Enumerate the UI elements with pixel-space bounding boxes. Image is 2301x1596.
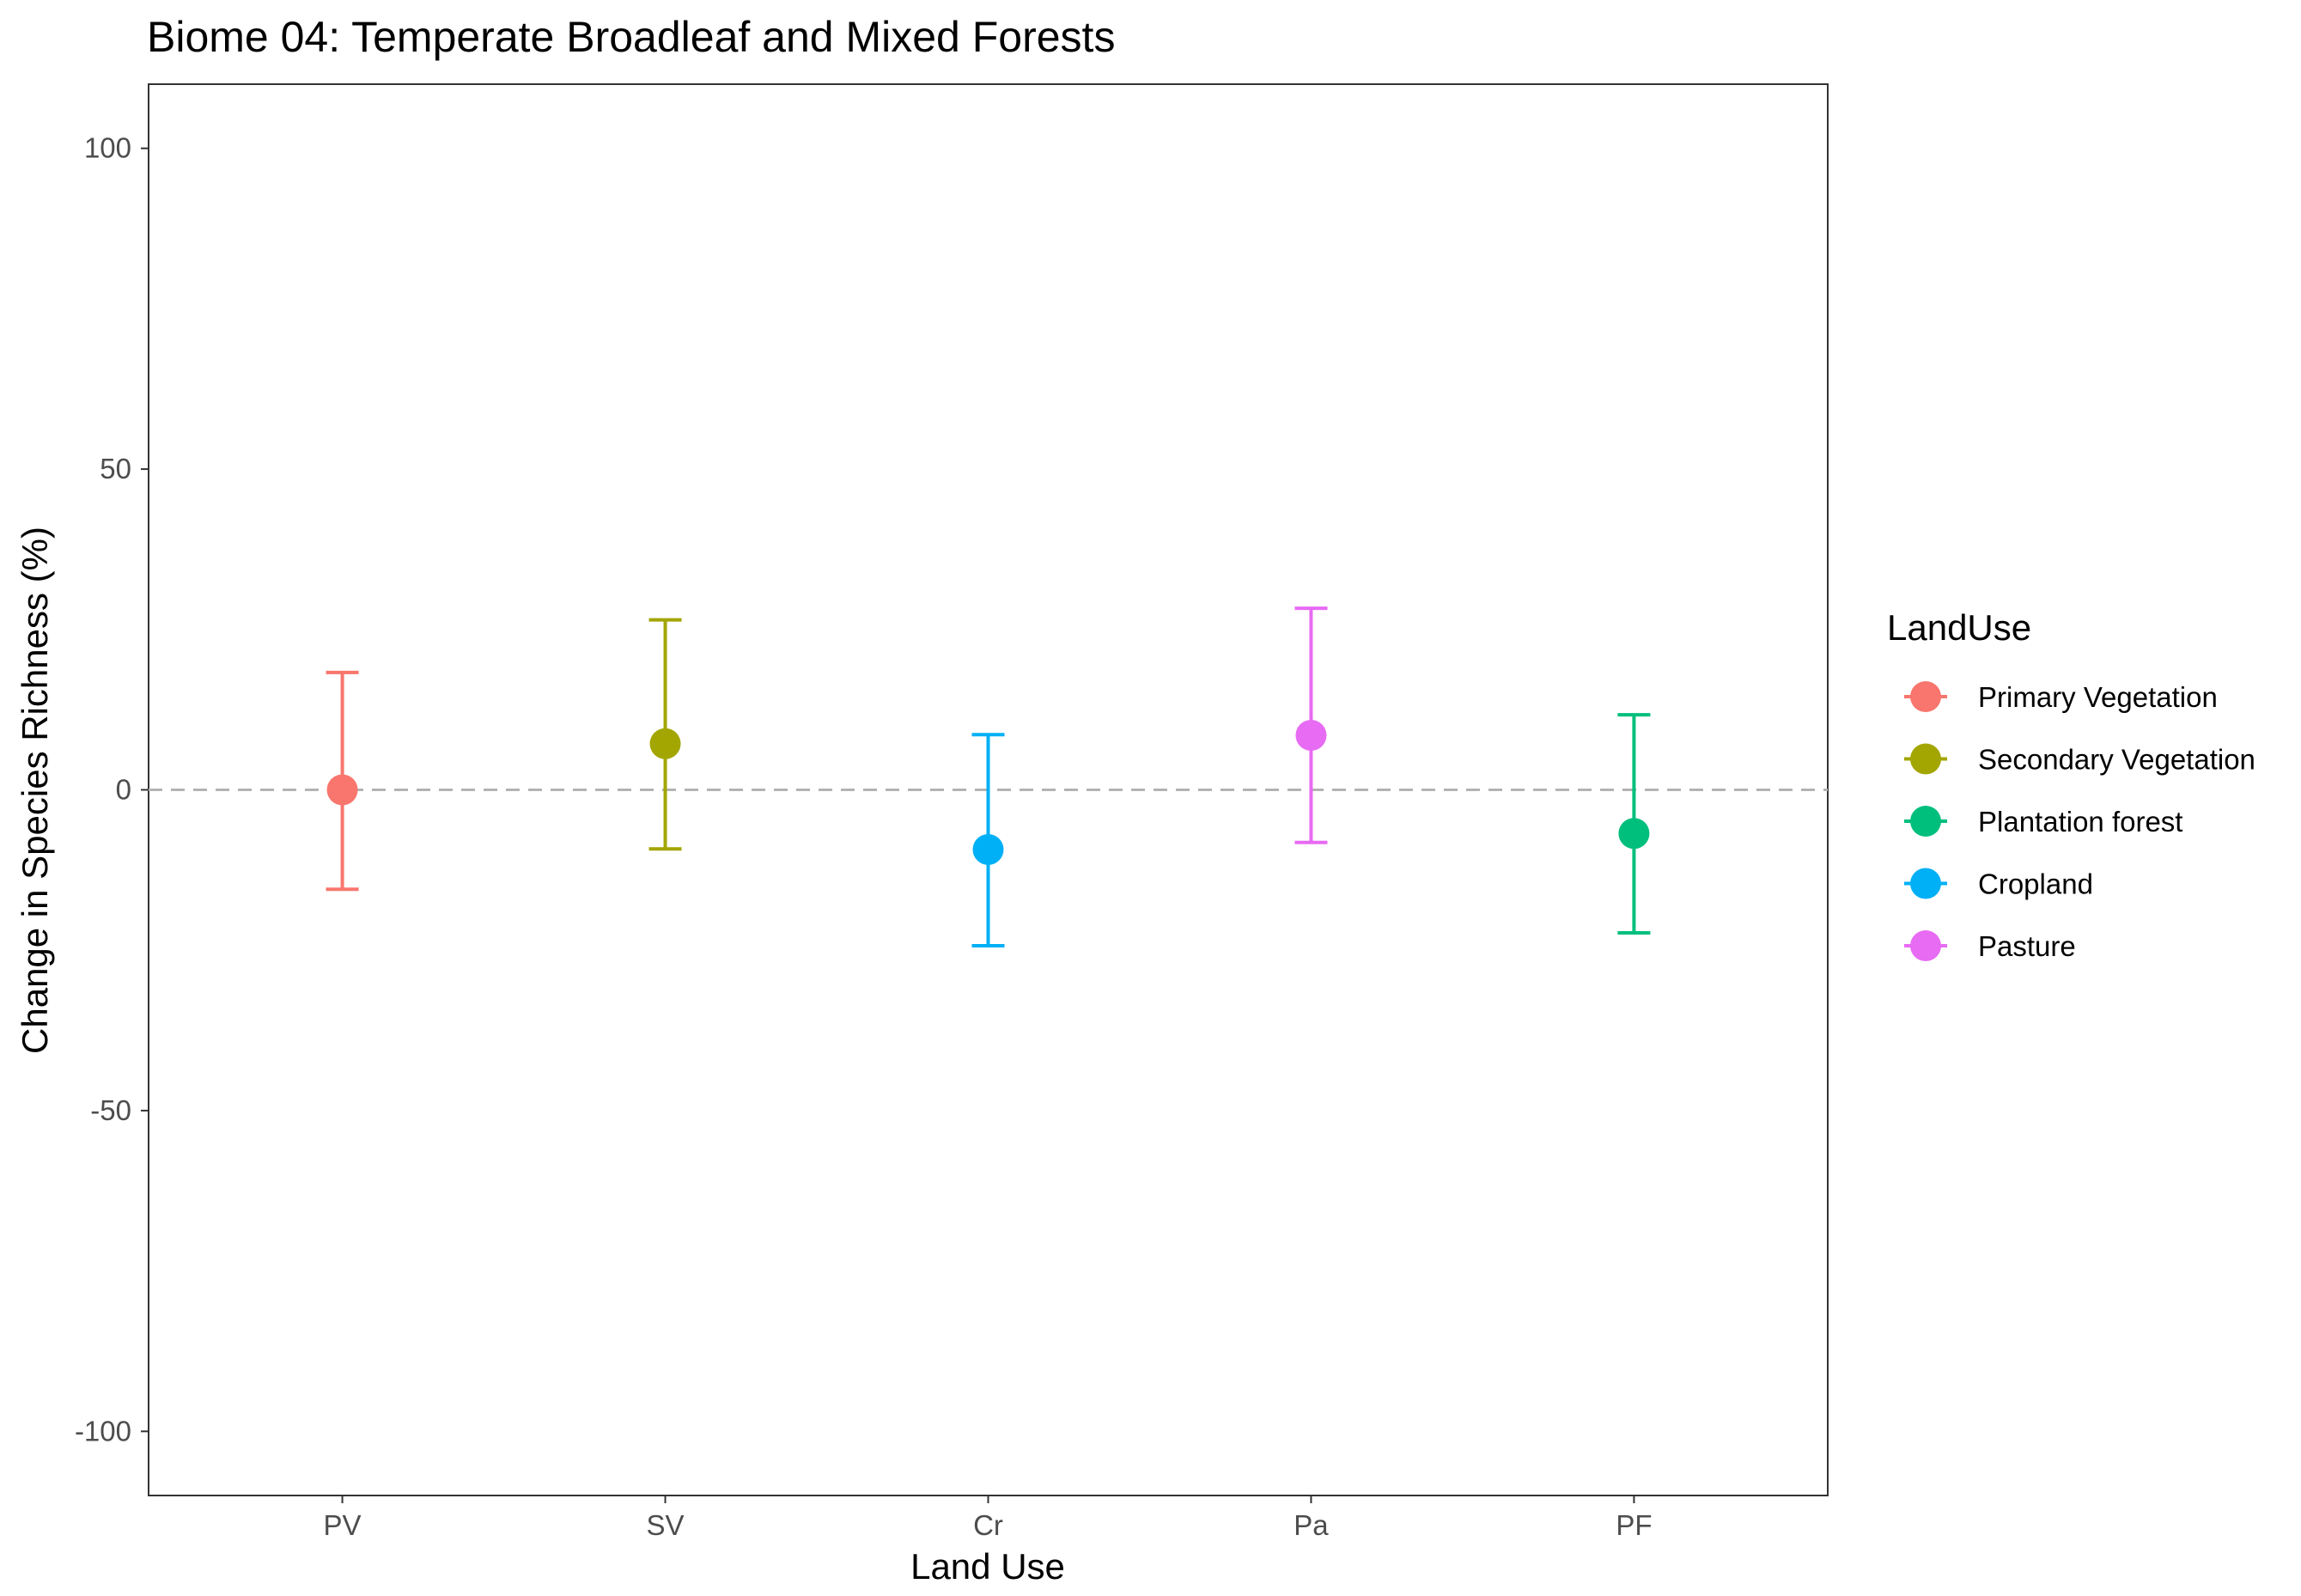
legend-label: Plantation forest: [1978, 806, 2182, 838]
x-tick-label: SV: [647, 1509, 685, 1541]
legend-label: Cropland: [1978, 868, 2093, 900]
legend-item: Primary Vegetation: [1904, 681, 2218, 713]
legend-key-point: [1910, 806, 1941, 837]
data-marks: [326, 606, 1651, 947]
y-axis: -100 -50 0 50 100: [75, 132, 149, 1447]
legend-item: Cropland: [1904, 868, 2093, 900]
legend-label: Primary Vegetation: [1978, 681, 2218, 713]
legend: LandUse Primary Vegetation Secondary Vege…: [1887, 607, 2255, 962]
legend-item: Secondary Vegetation: [1904, 743, 2255, 776]
data-point-group: [648, 618, 682, 851]
legend-key-point: [1910, 930, 1941, 961]
y-tick-label: -100: [75, 1415, 131, 1447]
data-point: [326, 774, 358, 806]
chart-title: Biome 04: Temperate Broadleaf and Mixed …: [147, 13, 1115, 61]
data-point: [1295, 720, 1327, 752]
y-axis-title: Change in Species Richness (%): [15, 527, 55, 1054]
data-point-group: [1617, 713, 1651, 935]
x-tick-label: PF: [1616, 1509, 1652, 1541]
y-tick-label: 0: [116, 774, 131, 806]
y-tick-label: 50: [100, 453, 131, 484]
x-tick-label: Pa: [1294, 1509, 1329, 1541]
data-point: [1618, 818, 1650, 850]
legend-label: Pasture: [1978, 930, 2076, 962]
data-point-group: [971, 733, 1005, 947]
legend-title: LandUse: [1887, 607, 2031, 648]
legend-key-point: [1910, 681, 1941, 712]
y-tick-label: 100: [84, 132, 131, 164]
legend-key-point: [1910, 743, 1941, 775]
x-tick-label: Cr: [973, 1509, 1003, 1541]
x-axis-title: Land Use: [910, 1546, 1065, 1587]
data-point: [972, 833, 1004, 865]
data-point-group: [1294, 606, 1328, 844]
legend-key-point: [1910, 868, 1941, 899]
y-tick-label: -50: [90, 1094, 131, 1126]
legend-label: Secondary Vegetation: [1978, 744, 2255, 776]
x-axis: PV SV Cr Pa PF: [324, 1495, 1653, 1541]
data-point: [649, 728, 681, 759]
legend-item: Plantation forest: [1904, 806, 2182, 838]
legend-item: Pasture: [1904, 930, 2076, 962]
x-tick-label: PV: [324, 1509, 362, 1541]
data-point-group: [326, 670, 359, 892]
